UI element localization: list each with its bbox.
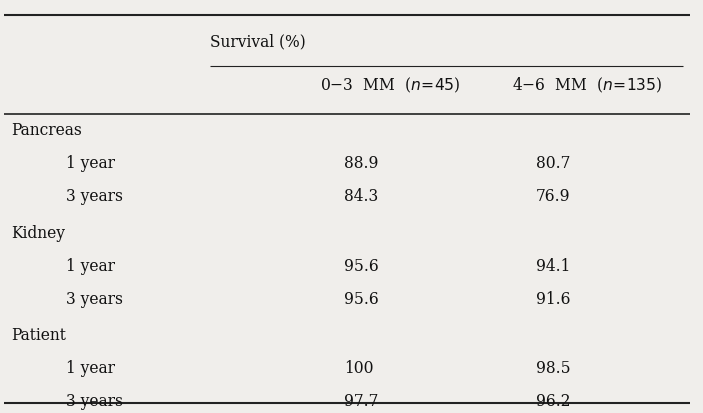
Text: 80.7: 80.7 bbox=[536, 155, 570, 172]
Text: 3 years: 3 years bbox=[66, 392, 123, 409]
Text: 1 year: 1 year bbox=[66, 359, 115, 376]
Text: 3 years: 3 years bbox=[66, 188, 123, 205]
Text: 4$-$6  MM  ($n\!=\!135$): 4$-$6 MM ($n\!=\!135$) bbox=[512, 76, 662, 95]
Text: 95.6: 95.6 bbox=[344, 290, 378, 307]
Text: 98.5: 98.5 bbox=[536, 359, 570, 376]
Text: 3 years: 3 years bbox=[66, 290, 123, 307]
Text: 84.3: 84.3 bbox=[344, 188, 378, 205]
Text: 94.1: 94.1 bbox=[536, 257, 570, 274]
Text: Patient: Patient bbox=[11, 326, 66, 344]
Text: 97.7: 97.7 bbox=[344, 392, 378, 409]
Text: 88.9: 88.9 bbox=[344, 155, 378, 172]
Text: 0$-$3  MM  ($n\!=\!45$): 0$-$3 MM ($n\!=\!45$) bbox=[320, 76, 460, 95]
Text: Kidney: Kidney bbox=[11, 224, 65, 241]
Text: 1 year: 1 year bbox=[66, 257, 115, 274]
Text: 1 year: 1 year bbox=[66, 155, 115, 172]
Text: 76.9: 76.9 bbox=[536, 188, 570, 205]
Text: 91.6: 91.6 bbox=[536, 290, 570, 307]
Text: 100: 100 bbox=[344, 359, 373, 376]
Text: 95.6: 95.6 bbox=[344, 257, 378, 274]
Text: Survival (%): Survival (%) bbox=[210, 33, 306, 50]
Text: 96.2: 96.2 bbox=[536, 392, 570, 409]
Text: Pancreas: Pancreas bbox=[11, 122, 82, 139]
